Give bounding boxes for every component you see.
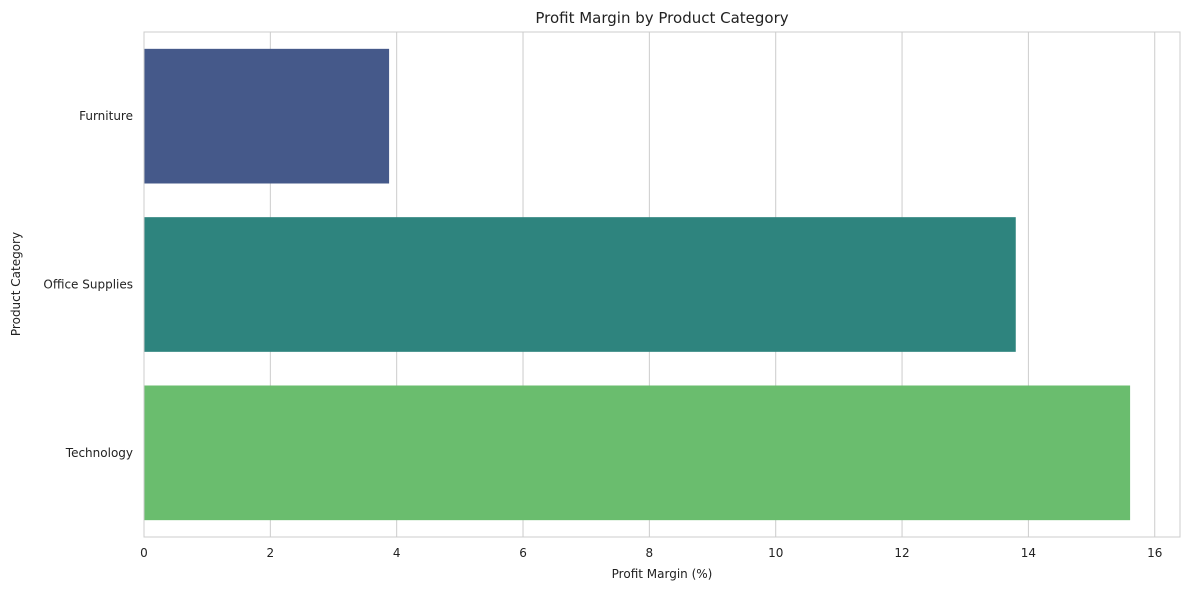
chart-title: Profit Margin by Product Category: [535, 9, 788, 27]
plot-frame: [143, 31, 1181, 538]
x-tick-labels: 0 2 4 6 8 10 12 14 16: [140, 546, 1162, 560]
x-tick-label: 0: [140, 546, 148, 560]
x-tick-label: 14: [1021, 546, 1036, 560]
x-tick-label: 6: [519, 546, 527, 560]
x-tick-label: 8: [646, 546, 654, 560]
x-tick-label: 16: [1147, 546, 1162, 560]
x-tick-label: 10: [768, 546, 783, 560]
bar-furniture: [144, 48, 390, 184]
bar-office-supplies: [144, 217, 1016, 352]
bars: [144, 48, 1131, 521]
y-tick-label: Office Supplies: [43, 278, 133, 292]
x-tick-label: 4: [393, 546, 401, 560]
y-tick-labels: Furniture Office Supplies Technology: [43, 109, 133, 460]
x-tick-label: 2: [267, 546, 275, 560]
y-tick-label: Furniture: [79, 109, 133, 123]
x-tick-label: 12: [894, 546, 909, 560]
bar-technology: [144, 385, 1131, 521]
y-axis-label: Product Category: [9, 232, 23, 336]
y-tick-label: Technology: [65, 446, 133, 460]
x-axis-label: Profit Margin (%): [612, 567, 713, 581]
